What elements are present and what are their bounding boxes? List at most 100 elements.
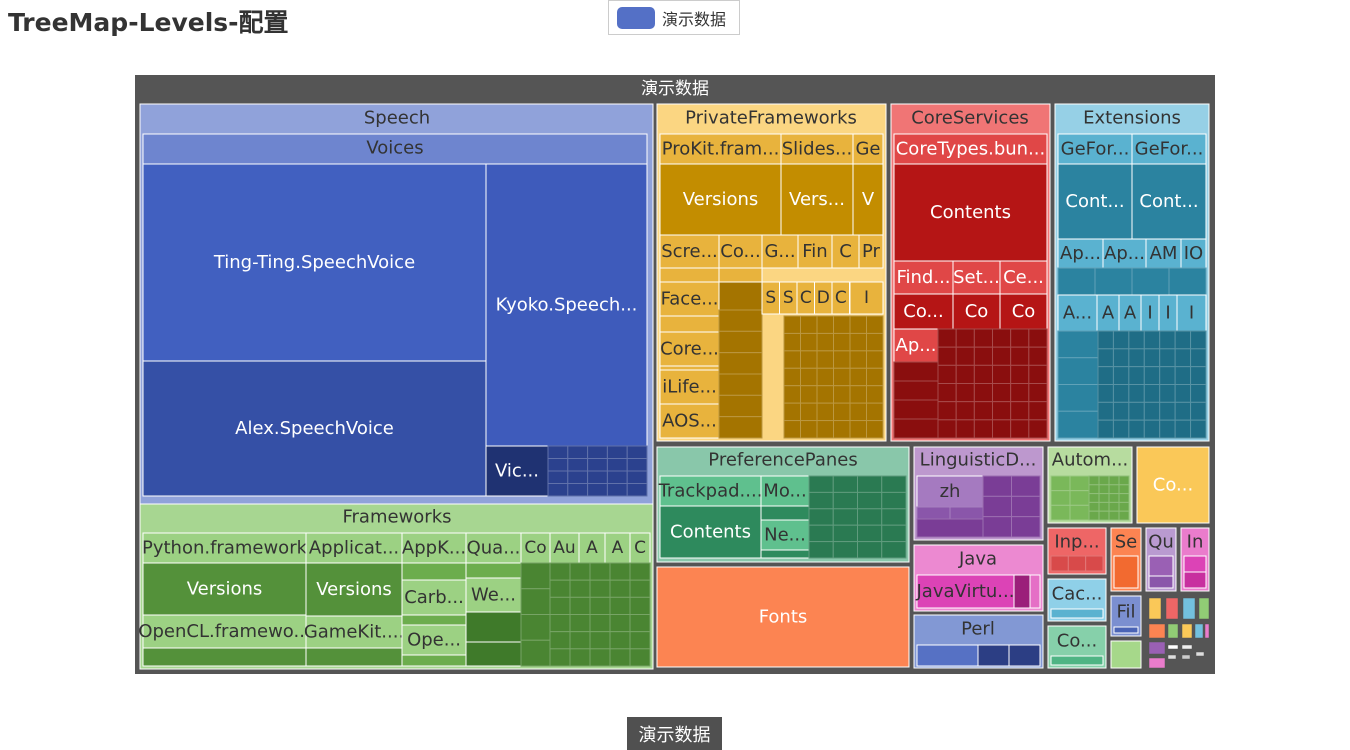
treemap-leaf[interactable] (718, 330, 763, 354)
treemap-leaf[interactable] (992, 401, 1012, 421)
treemap-leaf[interactable] (587, 470, 608, 484)
treemap-leaf[interactable] (1088, 501, 1100, 512)
treemap-leaf[interactable] (1148, 597, 1162, 620)
treemap-leaf[interactable] (1088, 484, 1100, 495)
treemap-leaf[interactable] (893, 293, 954, 330)
treemap-leaf[interactable] (718, 394, 763, 418)
treemap-leaf[interactable] (808, 508, 834, 526)
treemap-leaf[interactable] (973, 419, 993, 439)
treemap-leaf[interactable] (1085, 555, 1104, 572)
treemap-leaf[interactable] (1028, 346, 1048, 366)
treemap-leaf[interactable] (937, 419, 957, 439)
treemap-leaf[interactable] (589, 648, 611, 667)
treemap-leaf[interactable] (1143, 348, 1161, 368)
treemap-leaf[interactable] (1010, 328, 1030, 348)
treemap-leaf[interactable] (1098, 510, 1110, 521)
treemap-leaf[interactable] (893, 260, 954, 295)
treemap-leaf[interactable] (800, 402, 818, 422)
treemap-leaf[interactable] (1174, 330, 1192, 350)
treemap-leaf[interactable] (816, 402, 834, 422)
treemap-leaf[interactable] (1118, 493, 1130, 503)
treemap-leaf[interactable] (547, 470, 569, 484)
treemap-leaf[interactable] (1190, 366, 1207, 385)
treemap-leaf[interactable] (1029, 574, 1041, 609)
treemap-leaf[interactable] (1112, 401, 1130, 421)
treemap-leaf[interactable] (1118, 484, 1130, 495)
treemap-leaf[interactable] (465, 562, 522, 579)
treemap-leaf[interactable] (816, 350, 834, 369)
treemap-leaf[interactable] (881, 491, 907, 510)
treemap-leaf[interactable] (1028, 419, 1048, 439)
treemap-leaf[interactable] (992, 383, 1012, 403)
treemap-leaf[interactable] (549, 579, 571, 598)
treemap-leaf[interactable] (305, 615, 403, 649)
treemap-leaf[interactable] (1050, 475, 1071, 492)
treemap-leaf[interactable] (1097, 330, 1114, 350)
treemap-leaf[interactable] (1010, 364, 1030, 385)
treemap-leaf[interactable] (1113, 555, 1139, 589)
treemap-leaf[interactable] (833, 385, 851, 404)
treemap-leaf[interactable] (832, 541, 858, 559)
treemap-leaf[interactable] (973, 328, 993, 348)
treemap-leaf[interactable] (1159, 366, 1176, 385)
treemap-leaf[interactable] (569, 614, 591, 633)
treemap-leaf[interactable] (1112, 330, 1130, 350)
treemap-leaf[interactable] (800, 367, 818, 387)
treemap-leaf[interactable] (833, 332, 851, 352)
treemap-leaf[interactable] (1143, 401, 1161, 421)
treemap-leaf[interactable] (893, 418, 939, 439)
treemap-leaf[interactable] (549, 614, 571, 633)
treemap-leaf[interactable] (1128, 366, 1145, 385)
treemap-leaf[interactable] (937, 401, 957, 421)
treemap-leaf[interactable] (973, 383, 993, 403)
treemap-leaf[interactable] (858, 234, 884, 269)
treemap-leaf[interactable] (549, 532, 580, 564)
treemap-leaf[interactable] (626, 483, 648, 497)
treemap-leaf[interactable] (1057, 410, 1099, 439)
treemap-leaf[interactable] (606, 470, 628, 484)
treemap-leaf[interactable] (849, 332, 867, 352)
treemap-leaf[interactable] (832, 491, 858, 510)
treemap-leaf[interactable] (1028, 401, 1048, 421)
treemap-leaf[interactable] (1198, 597, 1210, 620)
treemap-leaf[interactable] (1108, 484, 1120, 495)
treemap-leaf[interactable] (465, 532, 522, 564)
treemap-leaf[interactable] (569, 562, 591, 581)
treemap-leaf[interactable] (1181, 623, 1193, 639)
treemap-leaf[interactable] (718, 281, 763, 311)
treemap-leaf[interactable] (1182, 597, 1196, 620)
treemap-leaf[interactable] (1128, 330, 1145, 350)
treemap-leaf[interactable] (520, 532, 551, 564)
treemap-leaf[interactable] (955, 346, 975, 366)
treemap-leaf[interactable] (1118, 501, 1130, 512)
treemap-leaf[interactable] (1190, 419, 1207, 439)
treemap-leaf[interactable] (833, 420, 851, 439)
treemap-leaf[interactable] (833, 367, 851, 387)
treemap-leaf[interactable] (1098, 501, 1110, 512)
treemap-leaf[interactable] (659, 315, 720, 333)
treemap-leaf[interactable] (1176, 294, 1207, 332)
treemap-leaf[interactable] (1128, 419, 1145, 439)
treemap-leaf[interactable] (567, 470, 589, 484)
treemap-leaf[interactable] (866, 385, 884, 404)
treemap-leaf[interactable] (609, 648, 631, 667)
treemap-leaf[interactable] (142, 562, 307, 616)
treemap-leaf[interactable] (808, 541, 834, 559)
treemap-leaf[interactable] (1159, 348, 1176, 368)
treemap-leaf[interactable] (992, 346, 1012, 366)
treemap-leaf[interactable] (1128, 401, 1145, 421)
treemap-leaf[interactable] (401, 579, 467, 616)
treemap-leaf[interactable] (142, 647, 307, 667)
treemap-leaf[interactable] (857, 524, 883, 543)
treemap-leaf[interactable] (609, 631, 631, 650)
treemap-leaf[interactable] (783, 420, 801, 439)
treemap-leaf[interactable] (1159, 401, 1176, 421)
treemap-leaf[interactable] (1057, 163, 1133, 240)
treemap-leaf[interactable] (783, 332, 801, 352)
treemap-leaf[interactable] (659, 403, 720, 439)
treemap-leaf[interactable] (1128, 348, 1145, 368)
treemap-leaf[interactable] (718, 352, 763, 375)
treemap-leaf[interactable] (955, 401, 975, 421)
treemap-leaf[interactable] (808, 491, 834, 510)
